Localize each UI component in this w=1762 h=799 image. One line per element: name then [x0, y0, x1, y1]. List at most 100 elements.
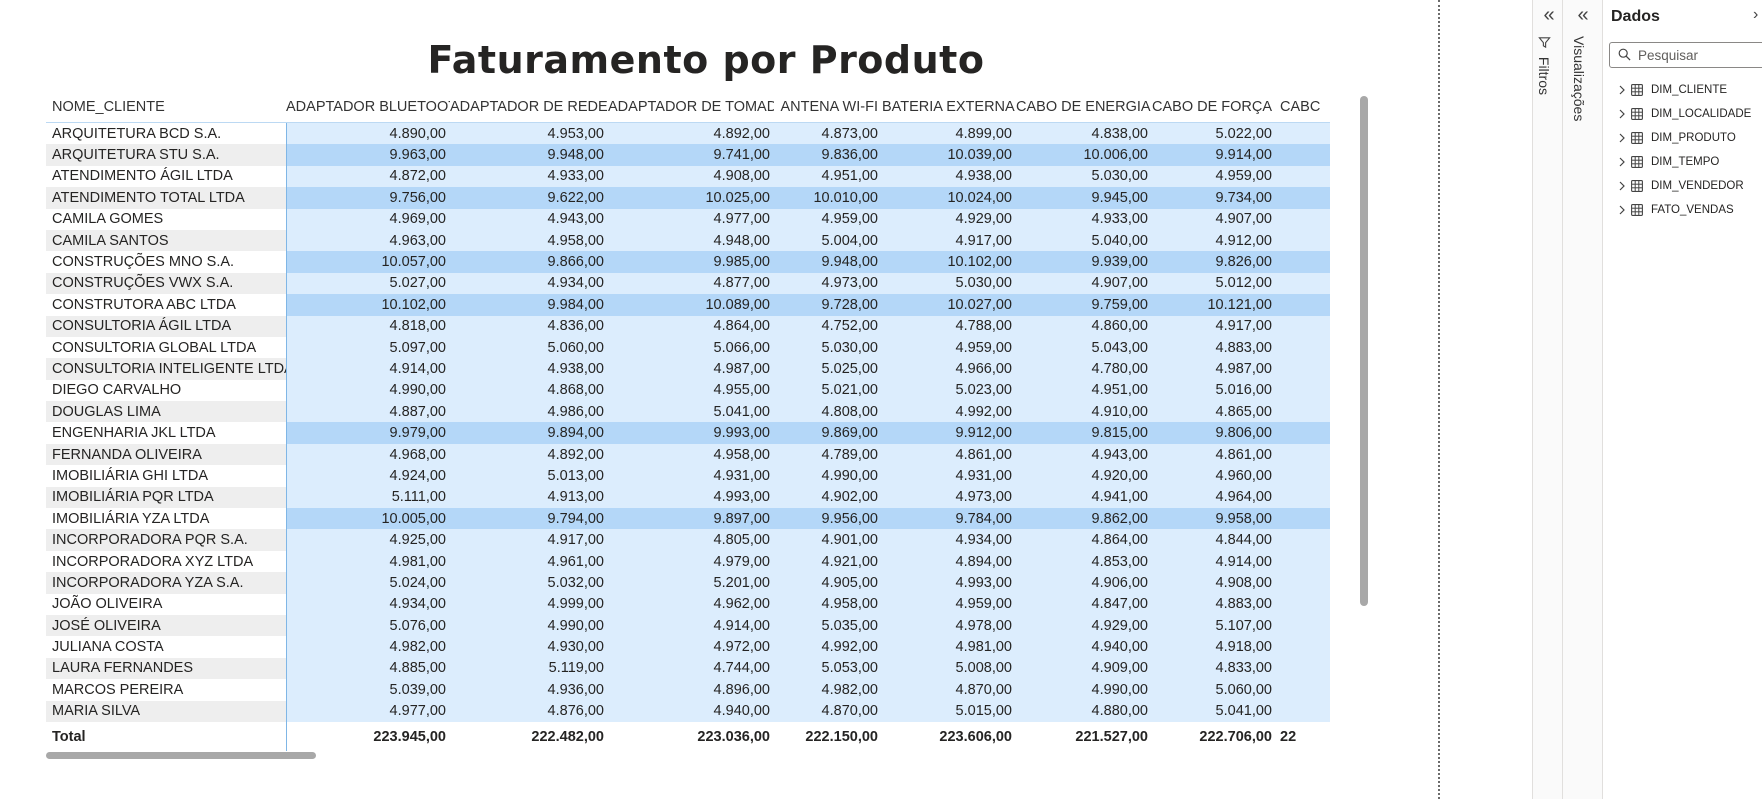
value-cell[interactable]: 4.936,00: [450, 679, 608, 701]
value-cell[interactable]: [1276, 379, 1330, 402]
value-cell[interactable]: 10.025,00: [608, 187, 774, 209]
row-header-cell[interactable]: IMOBILIÁRIA PQR LTDA: [46, 486, 287, 509]
value-cell[interactable]: 4.908,00: [1152, 572, 1276, 594]
value-cell[interactable]: 4.901,00: [774, 529, 882, 551]
double-chevron-left-icon[interactable]: «: [1577, 4, 1589, 26]
table-row[interactable]: DIEGO CARVALHO 4.990,00 4.868,00 4.955,00 5.…: [46, 379, 1330, 402]
column-header[interactable]: ANTENA WI-FI: [774, 92, 882, 123]
value-cell[interactable]: 4.865,00: [1152, 401, 1276, 423]
table-row[interactable]: CONSULTORIA ÁGIL LTDA 4.818,00 4.836,00 4.8…: [46, 315, 1330, 337]
value-cell[interactable]: [1276, 422, 1330, 444]
value-cell[interactable]: 5.076,00: [286, 614, 450, 637]
row-header-cell[interactable]: CONSTRUTORA ABC LTDA: [46, 294, 287, 316]
row-header-cell[interactable]: CONSTRUÇÕES MNO S.A.: [46, 251, 287, 273]
value-cell[interactable]: 5.032,00: [450, 572, 608, 594]
value-cell[interactable]: [1276, 529, 1330, 551]
table-row[interactable]: INCORPORADORA XYZ LTDA 4.981,00 4.961,00 4.…: [46, 550, 1330, 573]
value-cell[interactable]: 9.979,00: [286, 422, 450, 444]
value-cell[interactable]: 4.920,00: [1016, 465, 1152, 487]
value-cell[interactable]: 4.968,00: [286, 443, 450, 466]
value-cell[interactable]: 4.876,00: [450, 700, 608, 723]
value-cell[interactable]: 4.934,00: [882, 529, 1016, 551]
value-cell[interactable]: [1276, 144, 1330, 166]
value-cell[interactable]: 4.917,00: [1152, 315, 1276, 337]
table-row[interactable]: IMOBILIÁRIA GHI LTDA 4.924,00 5.013,00 4.93…: [46, 465, 1330, 487]
value-cell[interactable]: 9.728,00: [774, 294, 882, 316]
value-cell[interactable]: 5.016,00: [1152, 379, 1276, 402]
value-cell[interactable]: 5.022,00: [1152, 122, 1276, 145]
value-cell[interactable]: 4.838,00: [1016, 122, 1152, 145]
value-cell[interactable]: [1276, 636, 1330, 658]
value-cell[interactable]: 5.015,00: [882, 700, 1016, 723]
row-header-cell[interactable]: INCORPORADORA XYZ LTDA: [46, 550, 287, 573]
value-cell[interactable]: 4.941,00: [1016, 486, 1152, 509]
row-header-cell[interactable]: CAMILA GOMES: [46, 208, 287, 230]
value-cell[interactable]: 10.024,00: [882, 187, 1016, 209]
table-row[interactable]: ARQUITETURA BCD S.A. 4.890,00 4.953,00 4.89…: [46, 122, 1330, 145]
value-cell[interactable]: [1276, 443, 1330, 466]
row-header-cell[interactable]: CONSULTORIA INTELIGENTE LTDA: [46, 358, 287, 380]
value-cell[interactable]: 9.948,00: [774, 251, 882, 273]
column-header-nome-cliente[interactable]: NOME_CLIENTE: [46, 92, 286, 123]
value-cell[interactable]: 4.873,00: [774, 122, 882, 145]
value-cell[interactable]: 5.012,00: [1152, 272, 1276, 295]
value-cell[interactable]: 4.870,00: [882, 679, 1016, 701]
value-cell[interactable]: 4.951,00: [1016, 379, 1152, 402]
value-cell[interactable]: 4.963,00: [286, 229, 450, 252]
matrix-visual[interactable]: NOME_CLIENTE ADAPTADOR BLUETOOTH ADAPTADOR…: [46, 92, 1360, 760]
value-cell[interactable]: 4.805,00: [608, 529, 774, 551]
value-cell[interactable]: 9.939,00: [1016, 251, 1152, 273]
value-cell[interactable]: 4.934,00: [286, 593, 450, 615]
table-row[interactable]: CAMILA GOMES 4.969,00 4.943,00 4.977,00 4.95…: [46, 208, 1330, 230]
value-cell[interactable]: 10.027,00: [882, 294, 1016, 316]
value-cell[interactable]: [1276, 315, 1330, 337]
value-cell[interactable]: 4.908,00: [608, 165, 774, 188]
value-cell[interactable]: [1276, 251, 1330, 273]
value-cell[interactable]: [1276, 550, 1330, 573]
value-cell[interactable]: 4.788,00: [882, 315, 1016, 337]
chevron-right-icon[interactable]: [1615, 181, 1629, 191]
value-cell[interactable]: 4.914,00: [286, 358, 450, 380]
value-cell[interactable]: 5.041,00: [608, 401, 774, 423]
value-cell[interactable]: 9.806,00: [1152, 422, 1276, 444]
table-row[interactable]: MARCOS PEREIRA 5.039,00 4.936,00 4.896,00 4.…: [46, 679, 1330, 701]
value-cell[interactable]: 5.060,00: [450, 336, 608, 359]
value-cell[interactable]: 4.938,00: [882, 165, 1016, 188]
value-cell[interactable]: 10.005,00: [286, 508, 450, 530]
value-cell[interactable]: 9.897,00: [608, 508, 774, 530]
value-cell[interactable]: 9.815,00: [1016, 422, 1152, 444]
value-cell[interactable]: 4.960,00: [1152, 465, 1276, 487]
value-cell[interactable]: 4.780,00: [1016, 358, 1152, 380]
value-cell[interactable]: 4.940,00: [608, 700, 774, 723]
value-cell[interactable]: 4.966,00: [882, 358, 1016, 380]
value-cell[interactable]: 4.943,00: [450, 208, 608, 230]
value-cell[interactable]: 4.987,00: [1152, 358, 1276, 380]
chevron-right-icon[interactable]: [1615, 109, 1629, 119]
table-row[interactable]: CONSULTORIA INTELIGENTE LTDA 4.914,00 4.93…: [46, 358, 1330, 380]
value-cell[interactable]: [1276, 401, 1330, 423]
chevron-right-icon[interactable]: [1615, 157, 1629, 167]
value-cell[interactable]: 4.917,00: [450, 529, 608, 551]
value-cell[interactable]: 4.987,00: [608, 358, 774, 380]
value-cell[interactable]: 4.906,00: [1016, 572, 1152, 594]
value-cell[interactable]: 4.909,00: [1016, 657, 1152, 680]
value-cell[interactable]: 4.981,00: [286, 550, 450, 573]
row-header-cell[interactable]: JULIANA COSTA: [46, 636, 287, 658]
value-cell[interactable]: 4.833,00: [1152, 657, 1276, 680]
chevron-right-icon[interactable]: [1615, 85, 1629, 95]
value-cell[interactable]: 4.969,00: [286, 208, 450, 230]
value-cell[interactable]: 4.918,00: [1152, 636, 1276, 658]
value-cell[interactable]: 4.999,00: [450, 593, 608, 615]
value-cell[interactable]: 4.934,00: [450, 272, 608, 295]
value-cell[interactable]: 4.986,00: [450, 401, 608, 423]
value-cell[interactable]: 4.929,00: [882, 208, 1016, 230]
value-cell[interactable]: 4.752,00: [774, 315, 882, 337]
table-row[interactable]: IMOBILIÁRIA YZA LTDA 10.005,00 9.794,00 9.8…: [46, 508, 1330, 530]
value-cell[interactable]: 4.877,00: [608, 272, 774, 295]
row-header-cell[interactable]: CONSTRUÇÕES VWX S.A.: [46, 272, 287, 295]
value-cell[interactable]: 10.057,00: [286, 251, 450, 273]
value-cell[interactable]: 4.962,00: [608, 593, 774, 615]
value-cell[interactable]: [1276, 187, 1330, 209]
value-cell[interactable]: [1276, 679, 1330, 701]
visualizations-pane-collapsed[interactable]: « Visualizações: [1562, 0, 1603, 799]
